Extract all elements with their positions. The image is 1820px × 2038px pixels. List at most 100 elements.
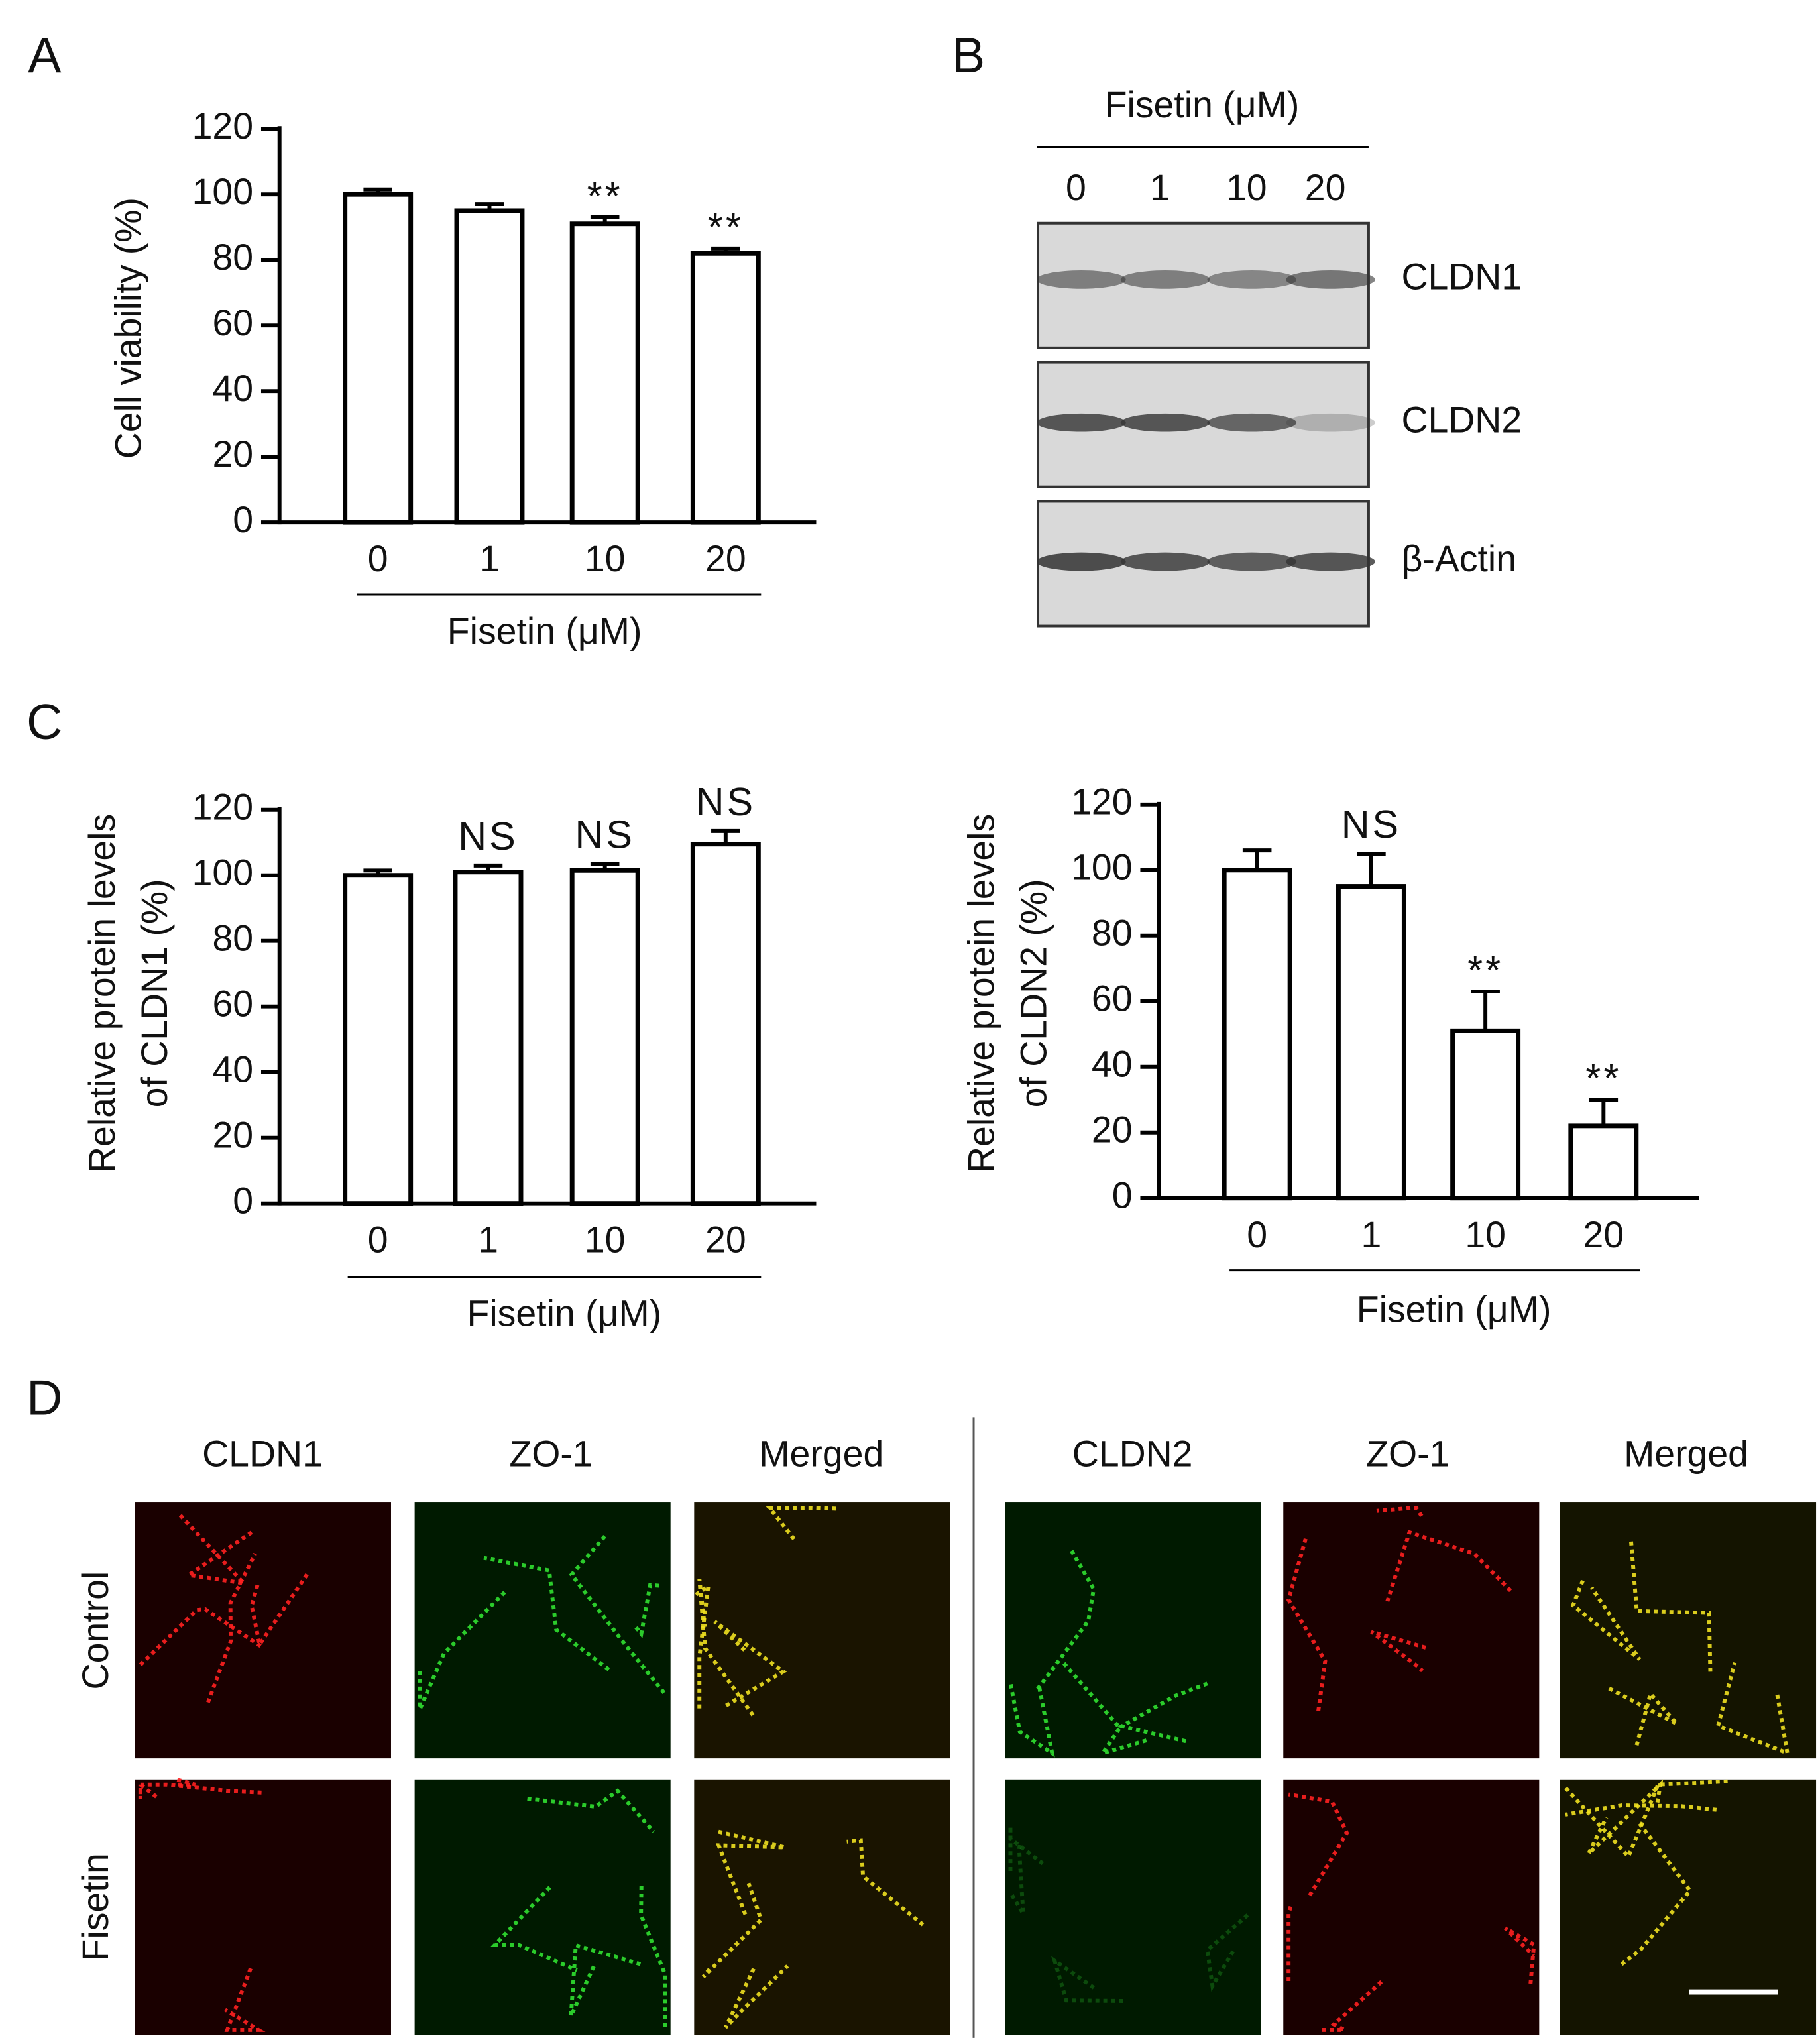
junction-stain [1376, 1506, 1424, 1518]
blot-title: Fisetin (μM) [1105, 84, 1300, 125]
panel-label: B [952, 27, 985, 83]
y-tick-label: 40 [212, 368, 253, 409]
blot-band [1286, 270, 1375, 289]
micrograph [414, 1502, 671, 1759]
panel-label: A [28, 27, 62, 83]
y-tick-label: 100 [1071, 846, 1132, 887]
junction-stain [1504, 1926, 1536, 1984]
row-label: Control [75, 1571, 116, 1690]
x-tick-label: 0 [368, 538, 388, 579]
junction-stain [632, 1583, 659, 1639]
lane-label: 1 [1150, 167, 1170, 208]
junction-stain [1008, 1844, 1025, 1915]
lane-label: 0 [1066, 167, 1086, 208]
x-tick-label: 1 [479, 538, 500, 579]
y-tick-label: 0 [1112, 1174, 1133, 1216]
junction-stain [713, 1620, 787, 1707]
junction-stain [178, 1514, 256, 1587]
y-tick-label: 100 [192, 171, 253, 212]
x-tick-label: 20 [1583, 1214, 1624, 1255]
lane-label: 20 [1305, 167, 1346, 208]
bar [690, 842, 761, 1206]
y-tick-label: 100 [192, 852, 253, 893]
junction-stain [1565, 1803, 1717, 1817]
junction-stain [1605, 1685, 1679, 1746]
junction-stain [1715, 1662, 1790, 1756]
blot-band [1120, 413, 1210, 432]
x-tick-label: 10 [585, 1219, 626, 1261]
junction-stain [1322, 1980, 1383, 2032]
bar [569, 221, 640, 525]
x-axis-label: Fisetin (μM) [1357, 1289, 1552, 1330]
junction-stain [140, 1782, 262, 1795]
y-tick-label: 80 [1092, 912, 1133, 953]
panel-label: D [27, 1369, 62, 1425]
y-tick-label: 20 [1092, 1109, 1133, 1150]
y-tick-label: 80 [212, 917, 253, 958]
significance-label: NS [575, 812, 634, 856]
junction-stain [1385, 1530, 1512, 1602]
significance-label: ** [587, 174, 623, 218]
band-label: CLDN2 [1401, 399, 1522, 440]
bar [454, 208, 525, 525]
y-tick-label: 0 [233, 499, 253, 540]
y-tick-label: 60 [212, 302, 253, 343]
blot-band [1207, 413, 1297, 432]
y-tick-label: 60 [212, 983, 253, 1024]
x-tick-label: 10 [1465, 1214, 1506, 1255]
blot-band [1286, 552, 1375, 571]
x-tick-label: 0 [368, 1219, 388, 1261]
significance-label: NS [1341, 802, 1401, 846]
junction-stain [139, 1607, 262, 1666]
bar [1222, 868, 1292, 1201]
y-tick-label: 20 [212, 433, 253, 475]
junction-stain [695, 1581, 711, 1711]
junction-stain [223, 1968, 266, 2032]
y-tick-label: 120 [192, 105, 253, 146]
significance-label: ** [708, 205, 744, 249]
junction-stain [1620, 1819, 1693, 1966]
junction-stain [1286, 1905, 1293, 1984]
junction-stain [846, 1838, 925, 1927]
junction-stain [701, 1879, 764, 1978]
junction-stain [176, 1778, 196, 1787]
micrograph [1560, 1779, 1817, 2035]
x-axis-label: Fisetin (μM) [467, 1293, 661, 1334]
blot-band [1120, 552, 1210, 571]
row-label: Fisetin [75, 1853, 116, 1961]
junction-stain [138, 1780, 158, 1799]
junction-stain [1628, 1539, 1713, 1672]
x-tick-label: 1 [478, 1219, 498, 1261]
bar [1568, 1123, 1639, 1201]
y-axis-label: Relative protein levels [82, 814, 123, 1173]
blot-band [1207, 270, 1297, 289]
junction-stain [1587, 1779, 1664, 1855]
x-tick-label: 0 [1247, 1214, 1267, 1255]
junction-stain [715, 1829, 786, 1915]
junction-stain [639, 1886, 667, 2030]
significance-label: NS [696, 779, 756, 824]
column-label: Merged [1624, 1433, 1748, 1474]
micrograph [1283, 1779, 1540, 2035]
junction-stain [206, 1552, 257, 1703]
junction-stain [765, 1506, 836, 1544]
blot-band [1286, 413, 1375, 432]
x-tick-label: 1 [1361, 1214, 1381, 1255]
y-tick-label: 60 [1092, 978, 1133, 1019]
micrograph [1005, 1502, 1261, 1759]
significance-label: NS [458, 814, 518, 858]
x-tick-label: 10 [585, 538, 626, 579]
blot-band [1207, 552, 1297, 571]
micrograph [1560, 1502, 1817, 1759]
junction-stain [1205, 1913, 1249, 1992]
panel-label: C [27, 694, 62, 750]
bar [453, 870, 524, 1206]
column-label: CLDN1 [202, 1433, 323, 1474]
blot-band [1037, 552, 1126, 571]
bar [343, 873, 414, 1206]
blot-band [1037, 270, 1126, 289]
column-label: CLDN2 [1072, 1433, 1193, 1474]
y-axis-label: Relative protein levels [961, 814, 1002, 1173]
junction-stain [724, 1964, 789, 2029]
